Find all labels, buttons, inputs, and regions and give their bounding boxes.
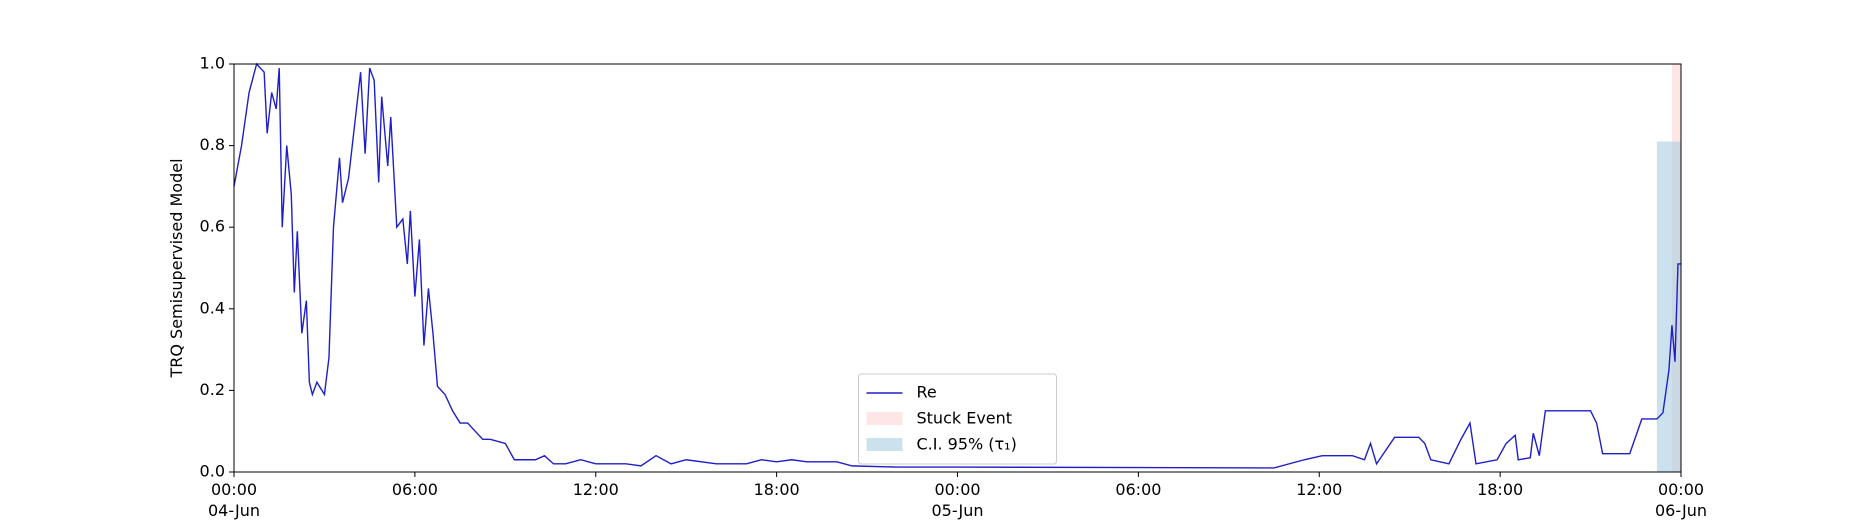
legend-label: Re <box>917 383 937 402</box>
legend-swatch <box>866 412 903 425</box>
x-tick-label: 18:00 <box>754 480 800 499</box>
x-tick-label: 12:00 <box>1296 480 1342 499</box>
legend-swatch <box>866 438 903 451</box>
x-tick-label: 00:00 05-Jun <box>931 480 983 520</box>
x-tick-label: 00:00 06-Jun <box>1655 480 1707 520</box>
y-axis-label: TRQ Semisupervised Model <box>167 158 186 378</box>
y-tick-label: 1.0 <box>200 54 225 73</box>
x-tick-label: 06:00 <box>1115 480 1161 499</box>
span <box>1656 141 1681 472</box>
line <box>233 62 1681 469</box>
y-tick-label: 0.0 <box>200 462 225 481</box>
x-tick-label: 06:00 <box>392 480 438 499</box>
y-tick-label: 0.6 <box>200 217 225 236</box>
y-tick-label: 0.2 <box>200 380 225 399</box>
x-tick-label: 12:00 <box>573 480 619 499</box>
legend: Re Stuck Event C.I. 95% (τ₁) <box>858 373 1057 465</box>
legend-label: Stuck Event <box>917 409 1013 428</box>
legend-frame <box>858 373 1057 465</box>
y-tick-label: 0.4 <box>200 298 225 317</box>
y-tick-label: 0.8 <box>200 135 225 154</box>
legend-label: C.I. 95% (τ₁) <box>917 435 1017 454</box>
x-tick-label: 18:00 <box>1477 480 1523 499</box>
